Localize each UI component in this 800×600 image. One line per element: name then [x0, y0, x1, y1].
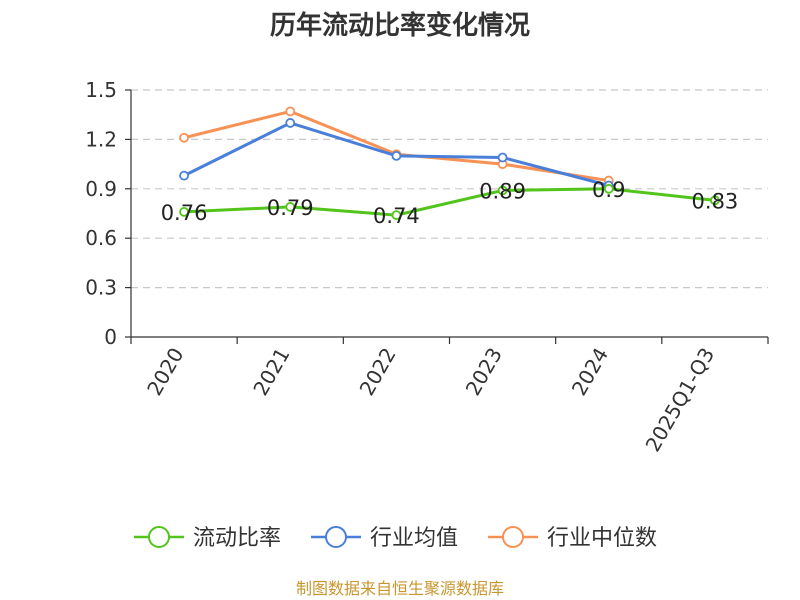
y-tick-label: 0.6: [85, 226, 117, 250]
series-0: [179, 183, 720, 221]
legend-label: 流动比率: [193, 526, 281, 551]
legend-marker: [502, 526, 524, 548]
data-point: [603, 183, 614, 194]
legend: 流动比率 行业均值 行业中位数: [134, 526, 657, 551]
data-point: [285, 202, 296, 212]
series-layer: [179, 106, 720, 221]
data-point: [710, 195, 720, 206]
data-label: 0.89: [479, 179, 526, 203]
data-label: 0.76: [161, 201, 208, 225]
data-point: [179, 206, 189, 217]
y-tick-label: 0: [104, 325, 117, 349]
data-point: [497, 152, 508, 163]
y-tick-label: 0.3: [85, 276, 117, 300]
y-tick-label: 1.2: [85, 127, 117, 151]
data-point: [179, 170, 189, 181]
data-point: [391, 210, 402, 221]
legend-label: 行业中位数: [547, 526, 657, 551]
data-point: [285, 106, 296, 117]
legend-item: 行业中位数: [488, 526, 657, 551]
series-1: [179, 118, 614, 191]
x-tick-label: 2020: [142, 344, 188, 400]
data-labels: 0.76 0.79 0.74 0.89 0.9 0.83: [161, 178, 739, 228]
y-tick-label: 1.5: [85, 78, 117, 102]
x-tick-label: 2022: [355, 344, 401, 400]
data-point: [179, 132, 189, 143]
series-line: [184, 187, 716, 217]
data-point: [497, 185, 508, 196]
data-label: 0.83: [692, 189, 739, 213]
x-tick-label: 2024: [567, 344, 613, 400]
grid-lines: [131, 89, 768, 289]
y-tick-label: 0.9: [85, 177, 117, 201]
x-tick-label: 2021: [248, 344, 294, 400]
data-label: 0.79: [267, 196, 314, 220]
legend-item: 行业均值: [311, 526, 458, 551]
source-note: 制图数据来自恒生聚源数据库: [296, 579, 504, 598]
legend-marker: [148, 526, 170, 548]
data-point: [285, 118, 296, 128]
legend-marker: [325, 526, 347, 548]
legend-item: 流动比率: [134, 526, 281, 551]
data-point: [391, 150, 402, 161]
data-label: 0.74: [373, 204, 420, 228]
data-label: 0.9: [592, 178, 625, 202]
x-tick-label: 2023: [461, 344, 507, 400]
chart-title: 历年流动比率变化情况: [270, 10, 530, 41]
x-tick-label: 2025Q1-Q3: [641, 344, 720, 456]
legend-label: 行业均值: [370, 526, 458, 551]
